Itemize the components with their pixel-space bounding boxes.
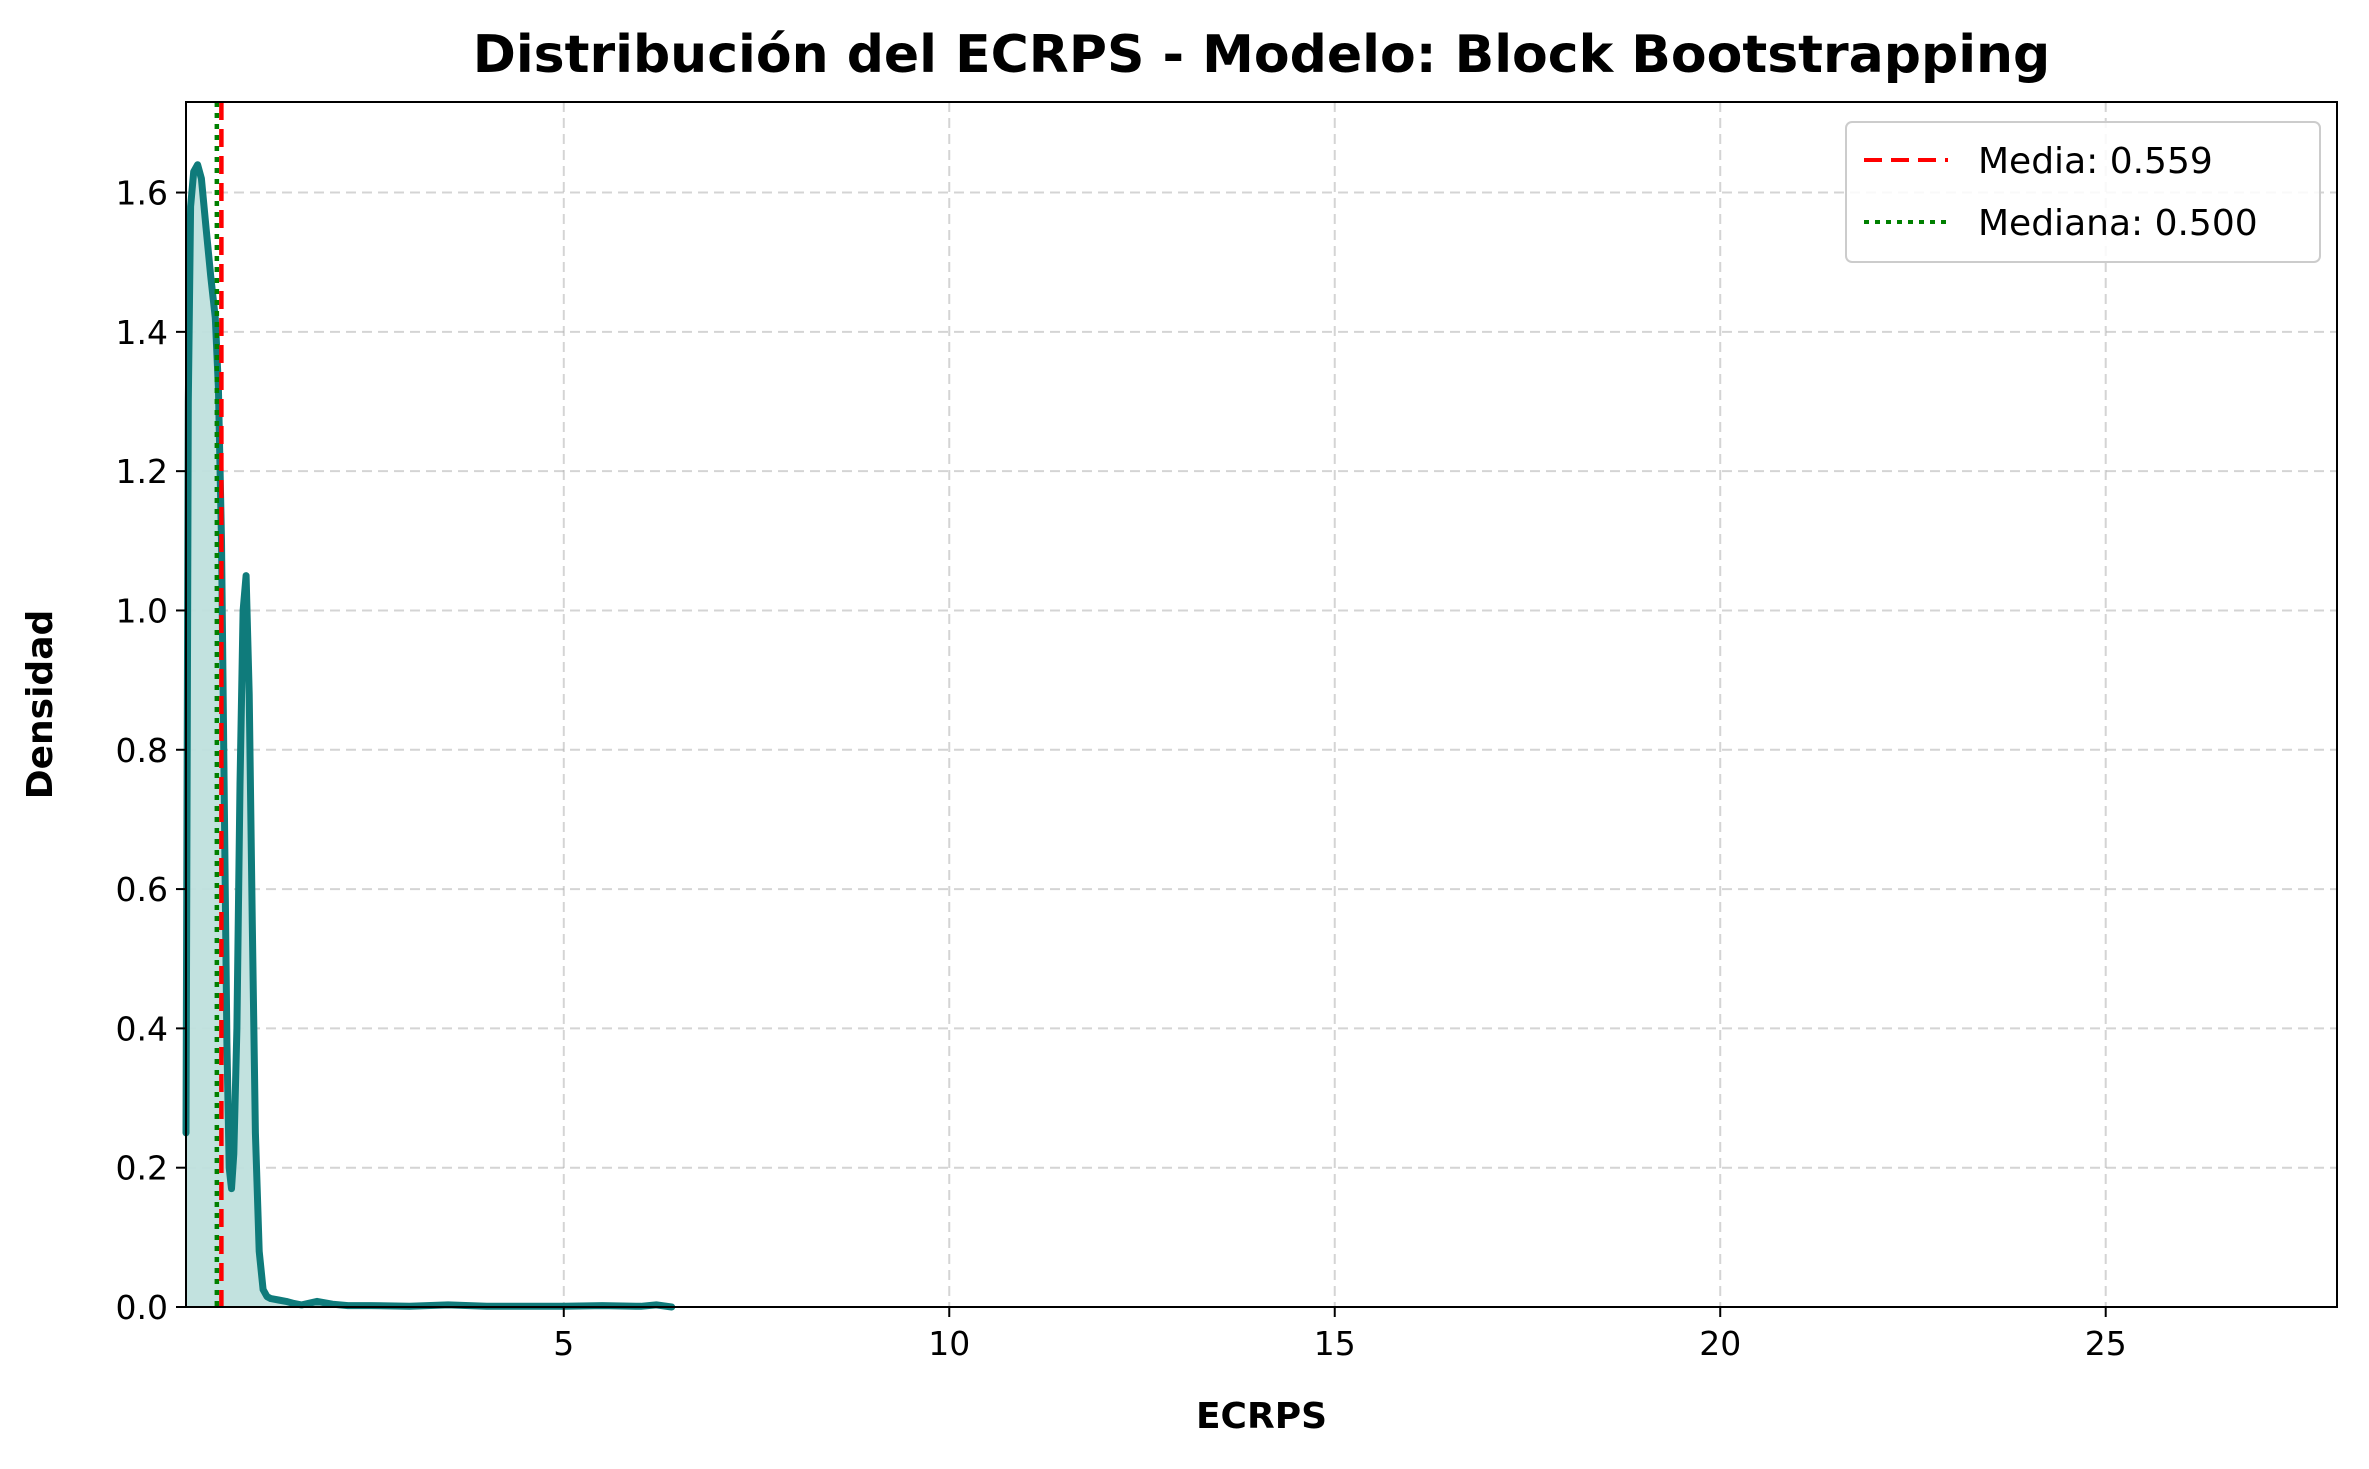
- y-tick-label: 0.0: [116, 1288, 168, 1327]
- y-tick-label: 1.6: [116, 174, 168, 213]
- x-tick-label: 25: [2085, 1324, 2127, 1363]
- y-tick-label: 0.4: [116, 1009, 168, 1048]
- density-fill: [186, 164, 672, 1308]
- y-tick-label: 1.2: [116, 452, 168, 491]
- axis-ticks: 5 10 15 20 25 0.0 0.2 0.4 0.6 0.8 1.0 1.2 1.4 1.6: [116, 174, 2127, 1363]
- legend-media-label: Media: 0.559: [1978, 141, 2213, 182]
- chart-title: Distribución del ECRPS - Modelo: Block B…: [473, 25, 2051, 85]
- x-tick-label: 5: [553, 1324, 574, 1363]
- y-tick-label: 1.0: [116, 591, 168, 630]
- reference-lines: [214, 102, 224, 1307]
- y-tick-label: 0.8: [116, 731, 168, 770]
- x-tick-label: 15: [1314, 1324, 1356, 1363]
- y-axis-label: Densidad: [20, 610, 61, 800]
- plot-frame: [185, 101, 2338, 1308]
- x-axis-label: ECRPS: [1196, 1396, 1327, 1437]
- y-tick-label: 1.4: [116, 313, 168, 352]
- x-tick-label: 20: [1699, 1324, 1741, 1363]
- density-area: [182, 161, 676, 1311]
- legend: Media: 0.559 Mediana: 0.500: [1845, 121, 2321, 263]
- legend-mediana-label: Mediana: 0.500: [1978, 203, 2258, 244]
- legend-box: [1845, 121, 2321, 263]
- x-tick-label: 10: [928, 1324, 970, 1363]
- density-line: [182, 161, 676, 1311]
- y-tick-label: 0.6: [116, 870, 168, 909]
- y-tick-label: 0.2: [116, 1149, 168, 1188]
